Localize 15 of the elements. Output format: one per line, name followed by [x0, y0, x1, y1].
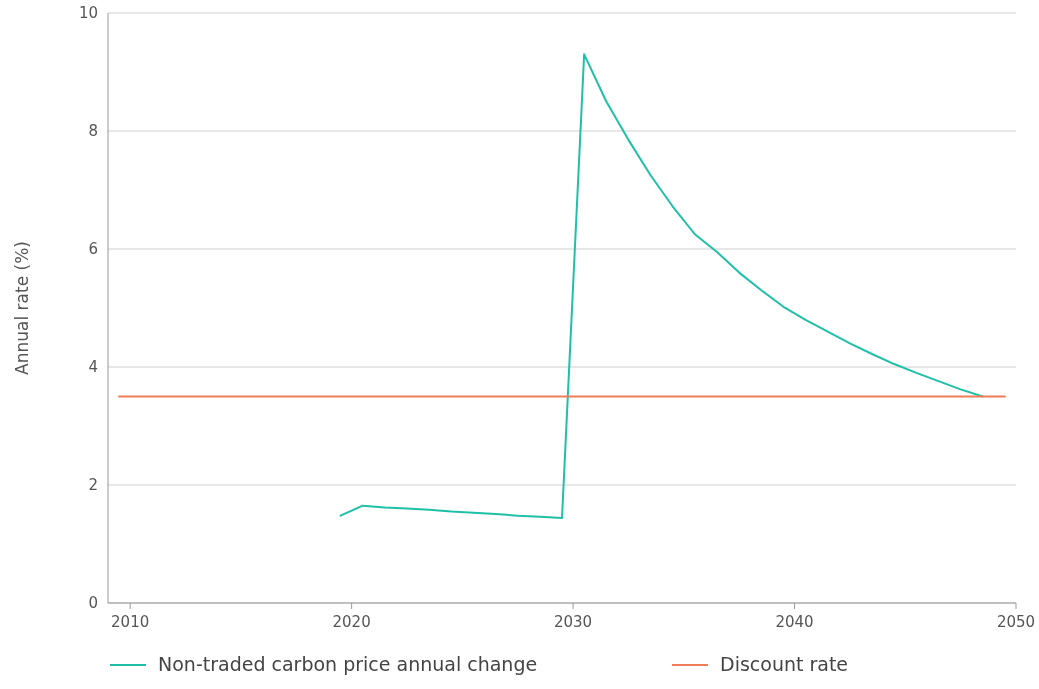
line-series	[339, 53, 984, 520]
y-tick-label: 2	[88, 476, 98, 494]
y-tick-label: 10	[78, 4, 98, 22]
y-axis-title: Annual rate (%)	[12, 241, 32, 375]
legend-label: Non-traded carbon price annual change	[158, 653, 538, 675]
x-tick-label: 2010	[111, 613, 150, 631]
y-tick-label: 0	[88, 594, 98, 612]
x-tick-label: 2040	[775, 613, 814, 631]
y-tick-label: 4	[88, 358, 98, 376]
y-tick-label: 8	[88, 122, 98, 140]
x-tick-label: 2020	[332, 613, 371, 631]
y-tick-label: 6	[88, 240, 98, 258]
x-tick-label: 2030	[553, 613, 593, 631]
legend-label: Discount rate	[720, 653, 849, 675]
x-tick-label: 2050	[996, 613, 1036, 631]
